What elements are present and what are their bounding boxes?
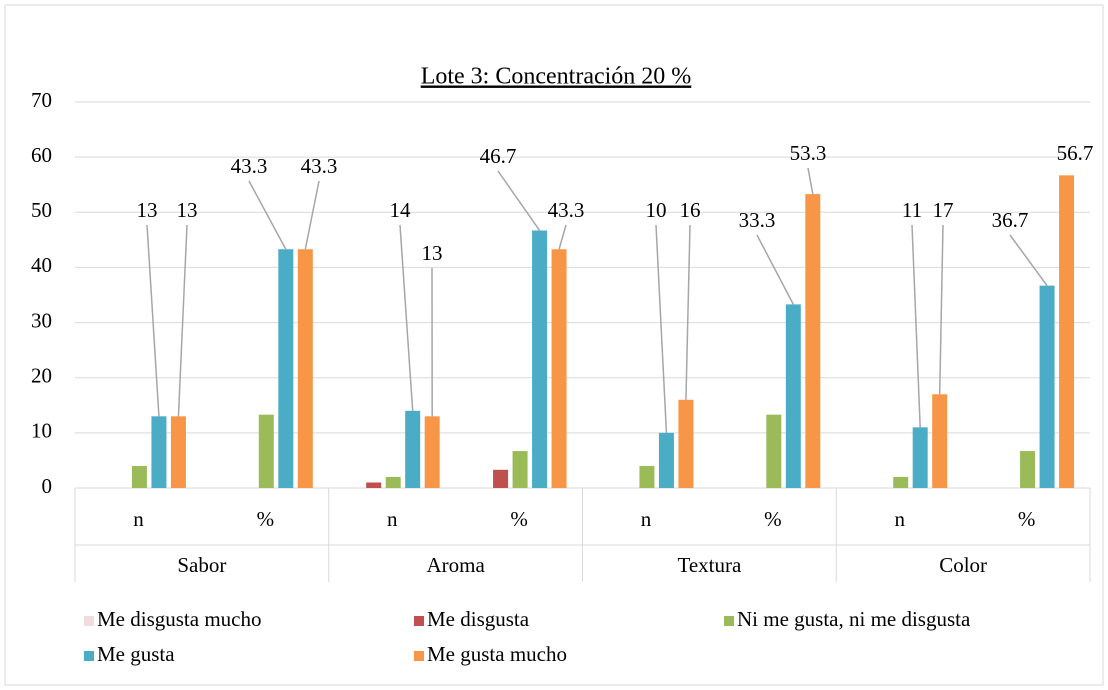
bar (1039, 285, 1055, 488)
x-tick-label: n (894, 507, 905, 531)
y-tick-label: 70 (31, 88, 52, 112)
bar (932, 394, 948, 488)
x-tick-label: n (387, 507, 398, 531)
bar (512, 451, 528, 488)
bar (551, 249, 567, 488)
bar (405, 410, 421, 488)
y-tick-label: 10 (31, 419, 52, 443)
leader-line (911, 224, 921, 428)
y-tick-label: 60 (31, 143, 52, 167)
bar (258, 414, 274, 488)
data-label: 43.3 (548, 198, 585, 222)
bar (1020, 451, 1036, 488)
leader-line (1009, 234, 1048, 287)
y-tick-label: 30 (31, 308, 52, 332)
leader-line (146, 224, 160, 417)
legend-swatch (84, 616, 94, 626)
bar (532, 230, 548, 489)
data-label: 17 (933, 198, 954, 222)
chart-title: Lote 3: Concentración 20 % (421, 64, 692, 90)
leader-line (558, 224, 567, 250)
group-label: Sabor (177, 553, 226, 577)
x-tick-label: n (641, 507, 652, 531)
y-tick-label: 40 (31, 253, 52, 277)
bar (366, 482, 382, 488)
y-tick-label: 20 (31, 364, 52, 388)
legend-swatch (414, 616, 424, 626)
group-label: Textura (677, 553, 742, 577)
data-label: 43.3 (301, 154, 338, 178)
x-tick-label: % (764, 507, 782, 531)
leader-line (497, 170, 541, 231)
y-tick-label: 0 (42, 474, 53, 498)
data-label: 13 (422, 241, 443, 265)
legend-swatch (724, 616, 734, 626)
legend-label: Me gusta (97, 642, 175, 666)
legend-label: Me disgusta (427, 607, 530, 631)
leader-line (399, 224, 414, 411)
bar (893, 476, 909, 488)
bar (131, 465, 147, 488)
data-label: 16 (680, 198, 701, 222)
leader-line (756, 234, 794, 305)
group-label: Color (939, 553, 987, 577)
bar (639, 465, 655, 488)
leader-line (304, 180, 320, 250)
bar (1059, 175, 1075, 488)
data-label: 10 (646, 198, 667, 222)
legend-label: Me gusta mucho (427, 642, 567, 666)
data-label: 13 (177, 198, 198, 222)
data-label: 56.7 (1057, 141, 1094, 165)
data-label: 46.7 (480, 144, 517, 168)
legend-label: Me disgusta mucho (97, 607, 261, 631)
data-label: 36.7 (992, 208, 1029, 232)
group-label: Aroma (426, 553, 485, 577)
bar (297, 249, 313, 488)
bar (151, 416, 167, 488)
data-label: 11 (902, 198, 922, 222)
bar (912, 427, 928, 488)
bar (658, 432, 674, 488)
leader-line (807, 167, 814, 195)
bar (678, 399, 694, 488)
bar (805, 194, 821, 489)
leader-line (248, 180, 287, 250)
data-label: 13 (137, 198, 158, 222)
data-label: 53.3 (790, 141, 827, 165)
y-tick-label: 50 (31, 198, 52, 222)
x-tick-label: n (133, 507, 144, 531)
data-label: 33.3 (739, 208, 776, 232)
leader-line (655, 224, 668, 433)
leader-line (177, 224, 188, 417)
bar (170, 416, 186, 488)
leader-line (938, 224, 944, 395)
x-tick-label: % (510, 507, 528, 531)
x-tick-label: % (257, 507, 275, 531)
bar (385, 476, 401, 488)
data-label: 14 (390, 198, 412, 222)
bar (493, 469, 509, 488)
x-tick-label: % (1018, 507, 1036, 531)
leader-line (685, 224, 691, 400)
data-label: 43.3 (231, 154, 268, 178)
legend-label: Ni me gusta, ni me disgusta (737, 607, 971, 631)
bar (785, 304, 801, 488)
bar (278, 249, 294, 488)
legend-swatch (84, 651, 94, 661)
bar (424, 416, 440, 488)
bar (766, 414, 782, 488)
legend-swatch (414, 651, 424, 661)
